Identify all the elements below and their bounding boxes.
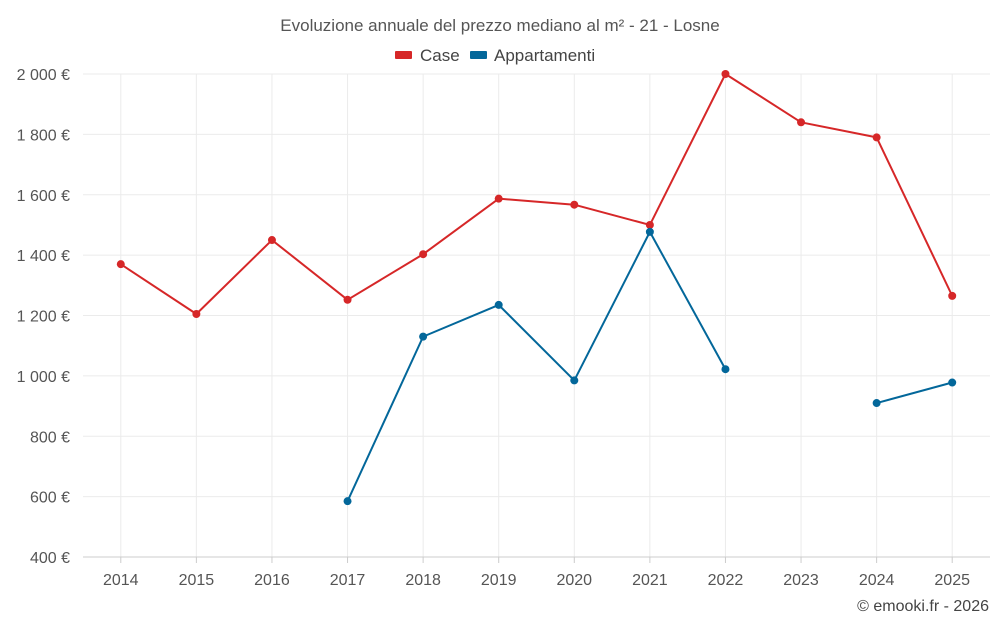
- legend-label-appartamenti: Appartamenti: [494, 46, 595, 65]
- y-tick-label: 800 €: [30, 429, 70, 446]
- data-point-case[interactable]: [570, 200, 579, 209]
- data-point-case[interactable]: [267, 236, 276, 245]
- x-tick-label: 2024: [859, 572, 895, 589]
- axes: 400 € 600 € 800 € 1 000 € 1 200 € 1 400 € 1 60…: [17, 67, 990, 589]
- legend: Case Appartamenti: [395, 46, 595, 65]
- y-tick-label: 1 600 €: [17, 188, 70, 205]
- grid: [83, 73, 990, 557]
- chart-title: Evoluzione annuale del prezzo mediano al…: [280, 16, 719, 35]
- data-point-appartamenti[interactable]: [343, 497, 352, 506]
- data-point-appartamenti[interactable]: [570, 376, 579, 385]
- y-tick-label: 1 000 €: [17, 369, 70, 386]
- data-point-appartamenti[interactable]: [721, 365, 730, 374]
- legend-swatch-appartamenti: [470, 51, 487, 59]
- y-tick-label: 1 200 €: [17, 309, 70, 326]
- series: [116, 70, 957, 506]
- x-tick-label: 2015: [179, 572, 215, 589]
- data-point-case[interactable]: [948, 291, 957, 300]
- x-tick-label: 2014: [103, 572, 139, 589]
- data-point-appartamenti[interactable]: [494, 300, 503, 309]
- x-tick-label: 2018: [405, 572, 441, 589]
- data-point-case[interactable]: [494, 194, 503, 203]
- data-point-appartamenti[interactable]: [645, 227, 654, 236]
- y-tick-label: 400 €: [30, 550, 70, 567]
- y-tick-label: 1 800 €: [17, 127, 70, 144]
- x-tick-label: 2020: [556, 572, 592, 589]
- data-point-case[interactable]: [872, 133, 881, 142]
- series-line-appartamenti: [346, 230, 727, 502]
- legend-item-case[interactable]: Case: [395, 46, 460, 65]
- data-point-case[interactable]: [419, 250, 428, 259]
- data-point-appartamenti[interactable]: [419, 332, 428, 341]
- x-tick-label: 2022: [708, 572, 744, 589]
- data-point-appartamenti[interactable]: [948, 378, 957, 387]
- series-case: [116, 70, 957, 318]
- y-tick-label: 1 400 €: [17, 248, 70, 265]
- data-point-case[interactable]: [721, 70, 730, 78]
- x-tick-label: 2025: [934, 572, 970, 589]
- data-point-case[interactable]: [645, 220, 654, 229]
- legend-item-appartamenti[interactable]: Appartamenti: [470, 46, 595, 65]
- data-point-case[interactable]: [116, 260, 125, 269]
- x-tick-label: 2019: [481, 572, 517, 589]
- series-appartamenti: [343, 227, 957, 506]
- x-tick-label: 2017: [330, 572, 366, 589]
- data-point-case[interactable]: [797, 118, 806, 127]
- data-point-appartamenti[interactable]: [872, 399, 881, 408]
- y-tick-label: 600 €: [30, 490, 70, 507]
- x-tick-label: 2021: [632, 572, 668, 589]
- series-line-appartamenti: [876, 381, 953, 405]
- legend-swatch-case: [395, 51, 412, 59]
- data-point-case[interactable]: [192, 309, 201, 318]
- legend-label-case: Case: [420, 46, 460, 65]
- data-point-case[interactable]: [343, 295, 352, 304]
- y-tick-label: 2 000 €: [17, 67, 70, 84]
- credit-text: © emooki.fr - 2026: [857, 598, 989, 615]
- x-tick-label: 2023: [783, 572, 819, 589]
- series-line-case: [120, 73, 954, 315]
- x-tick-label: 2016: [254, 572, 290, 589]
